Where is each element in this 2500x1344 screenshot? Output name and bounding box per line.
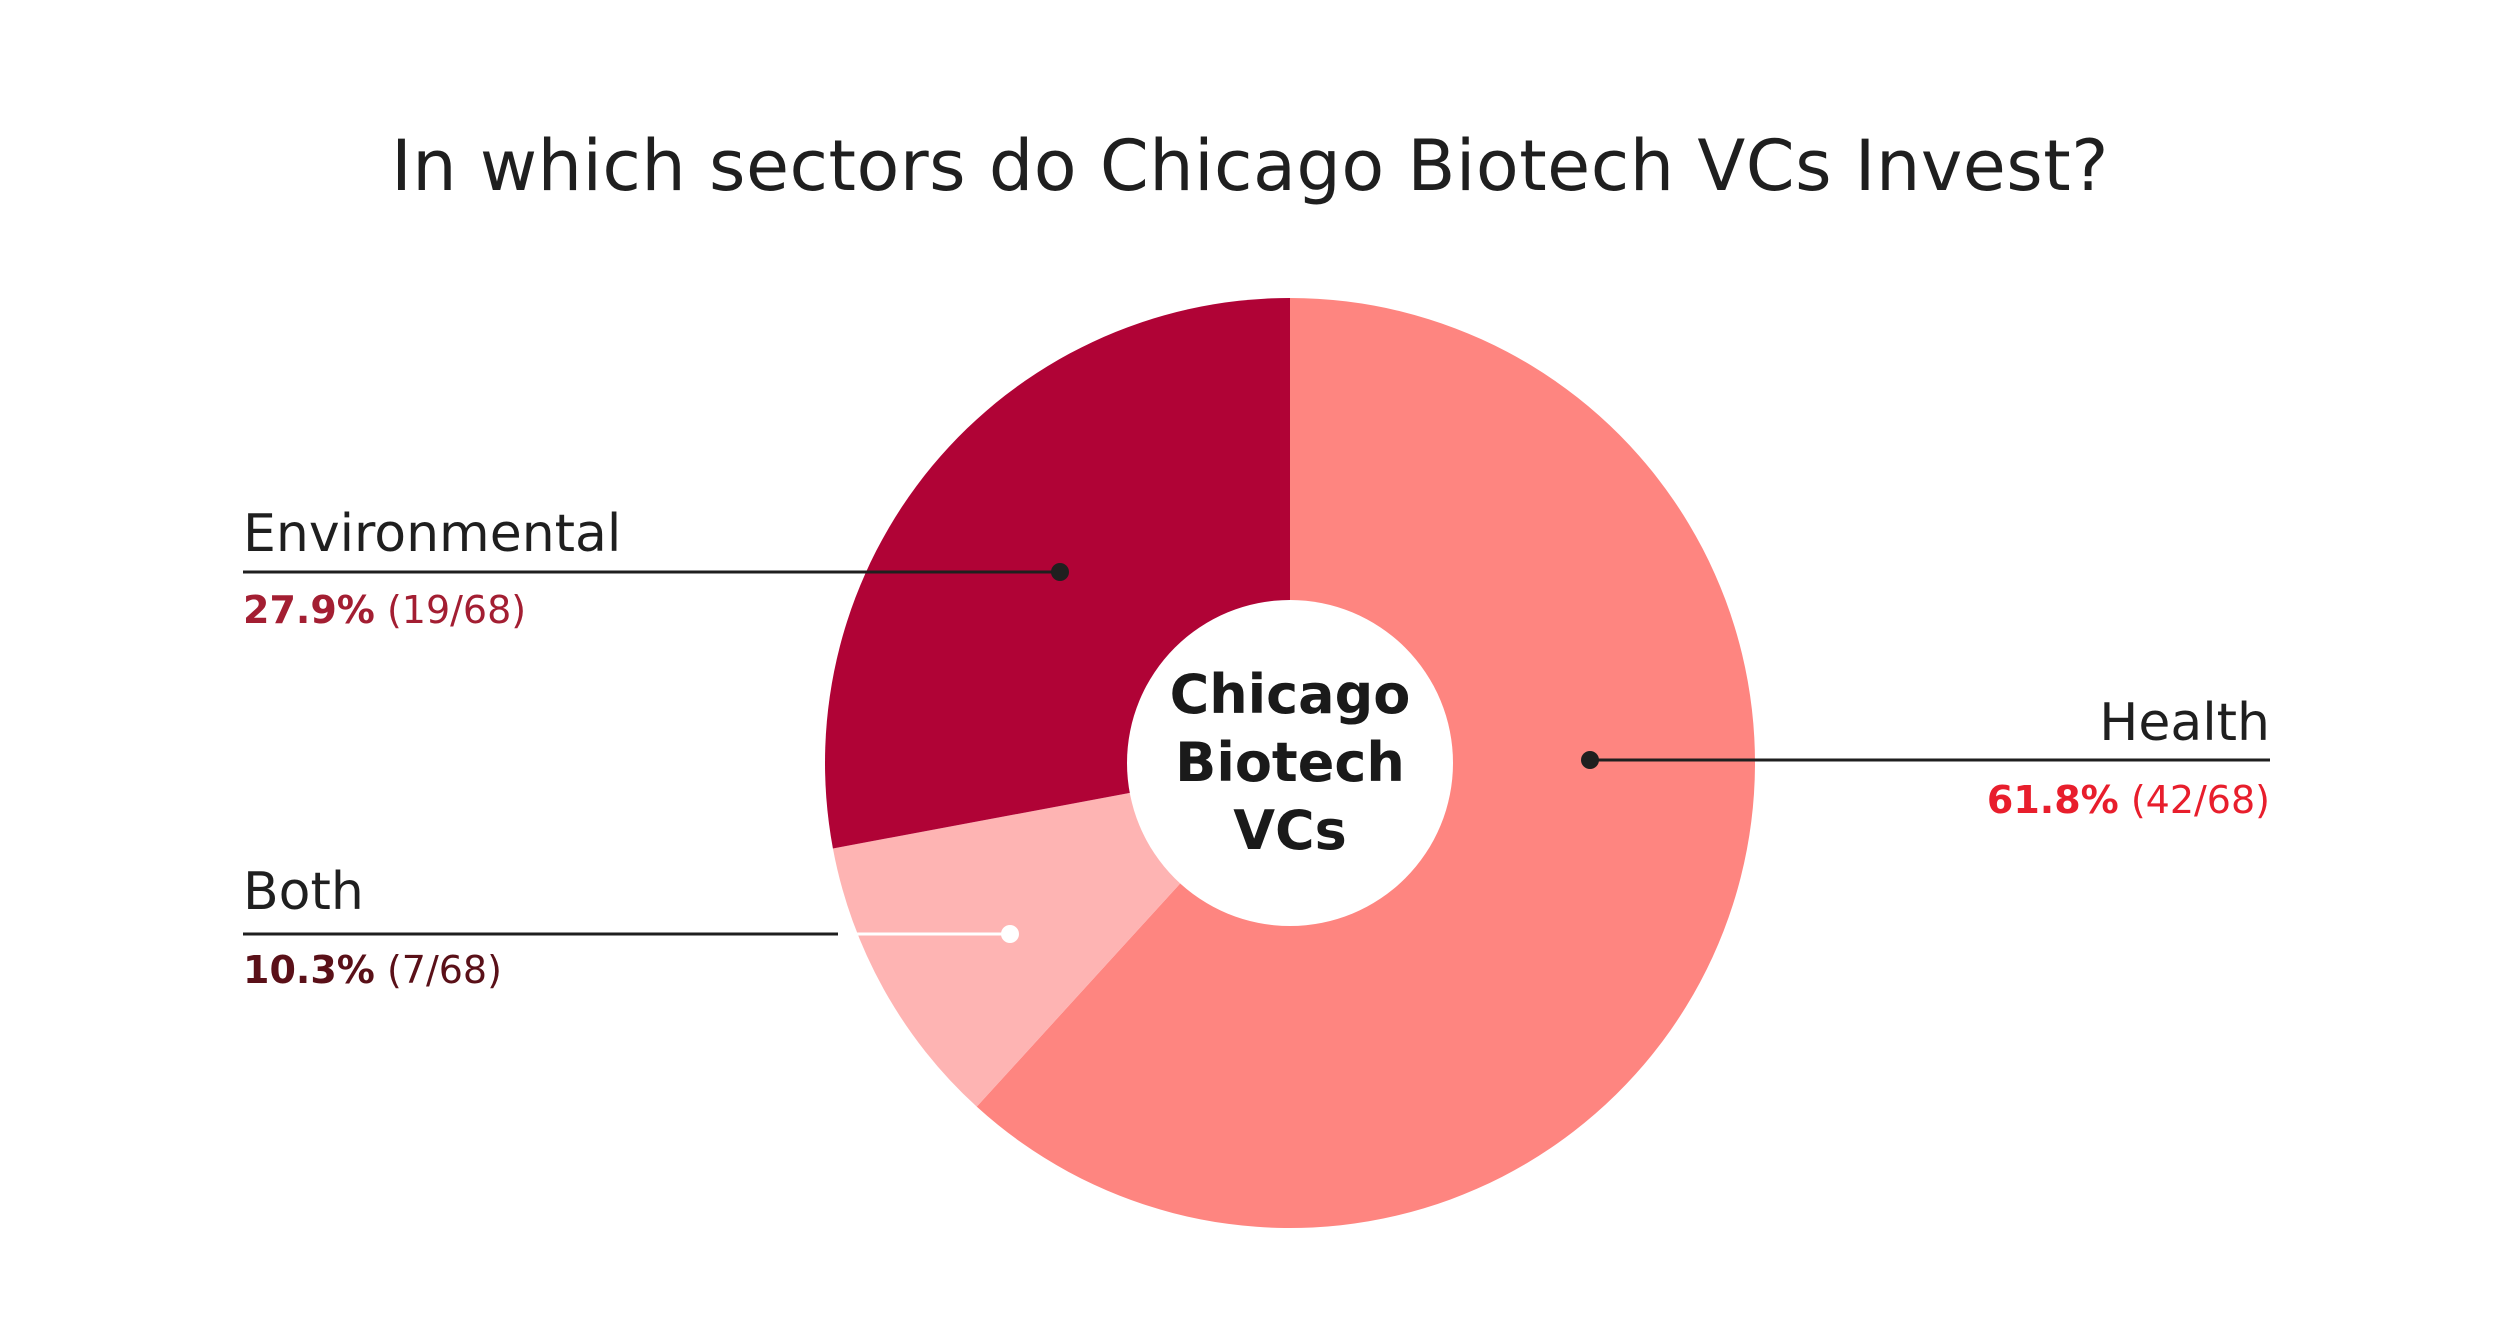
label-health-count: (42/68) [2130, 778, 2270, 822]
label-health-name: Health [2099, 693, 2270, 753]
leader-dot-both [1001, 925, 1019, 943]
label-both-percent: 10.3% [243, 948, 375, 992]
label-both-count: (7/68) [386, 948, 502, 992]
label-environmental-percent: 27.9% [243, 588, 375, 632]
label-health-percent: 61.8% [1986, 778, 2119, 822]
center-label: Chicago Biotech VCs [1130, 608, 1450, 918]
leaders-layer [243, 563, 2270, 943]
center-label-line-1: Chicago [1169, 663, 1411, 726]
label-environmental-count: (19/68) [386, 588, 527, 632]
label-health-value: 61.8% (42/68) [1850, 778, 2270, 822]
chart-title: In which sectors do Chicago Biotech VCs … [391, 125, 2109, 207]
leader-dot-environmental [1051, 563, 1069, 581]
label-environmental-name: Environmental [243, 504, 622, 564]
center-label-line-2: Biotech [1175, 731, 1405, 794]
donut-hole [1127, 600, 1453, 926]
center-label-line-3: VCs [1233, 799, 1347, 862]
label-both-name: Both [243, 862, 364, 922]
label-environmental-value: 27.9% (19/68) [243, 588, 526, 632]
leader-dot-health [1581, 751, 1599, 769]
label-both-value: 10.3% (7/68) [243, 948, 502, 992]
